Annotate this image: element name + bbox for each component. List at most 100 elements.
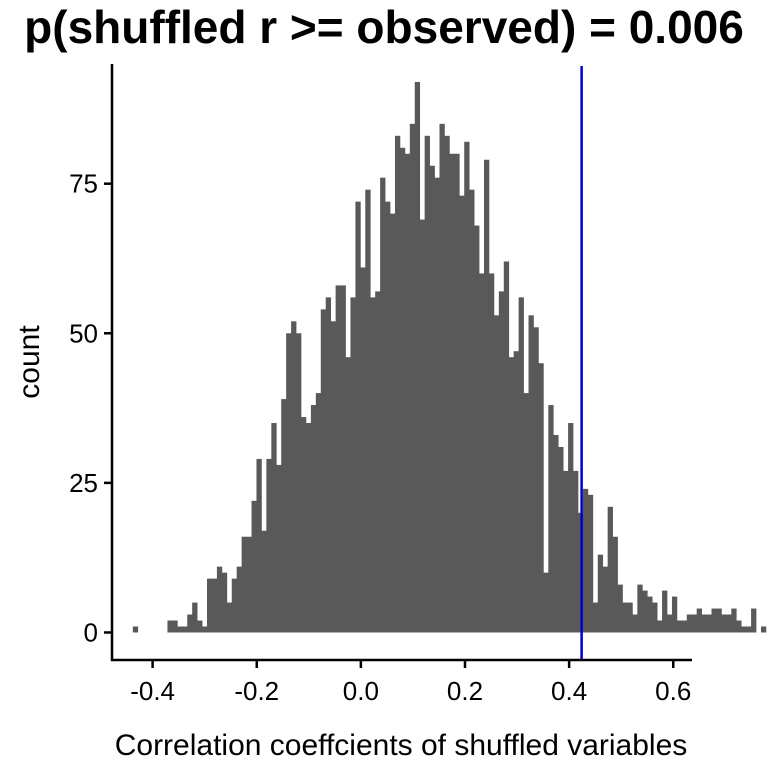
histogram-bar [627, 602, 633, 633]
histogram-bar [760, 626, 767, 633]
histogram-bar [261, 530, 267, 633]
histogram-bars [132, 81, 767, 633]
histogram-bar [721, 614, 727, 633]
histogram-bar [464, 141, 470, 633]
histogram-bar [622, 602, 628, 633]
histogram-bar [652, 602, 658, 633]
histogram-bar [399, 147, 406, 633]
histogram-bar [607, 506, 613, 633]
histogram-bar [513, 351, 519, 633]
histogram-bar [439, 123, 445, 633]
histogram-bar [345, 357, 351, 633]
histogram-bar [291, 321, 297, 633]
histogram-bar [177, 626, 183, 633]
histogram-bar [325, 297, 332, 633]
histogram-bar [404, 153, 411, 633]
y-tick-label: 75 [69, 169, 98, 199]
histogram-bar [330, 321, 336, 633]
histogram-bar [518, 297, 524, 633]
histogram-bar [671, 596, 678, 633]
histogram-bar [731, 608, 737, 633]
histogram-bar [582, 488, 589, 633]
histogram-bar [691, 614, 698, 633]
histogram-bar [711, 608, 717, 633]
histogram-bar [716, 608, 722, 633]
x-tick-label: 0.4 [551, 676, 587, 706]
histogram-bar [637, 584, 643, 633]
histogram-bar [533, 327, 539, 633]
histogram-bar [207, 578, 213, 633]
histogram-bar [226, 602, 233, 633]
histogram-bar [350, 297, 356, 633]
histogram-bar [256, 458, 262, 633]
histogram-bar [385, 201, 391, 633]
histogram-bar [365, 189, 371, 633]
histogram-bar [424, 135, 430, 633]
x-tick-label: 0.0 [343, 676, 379, 706]
histogram-bar [390, 213, 396, 633]
histogram-bar [172, 620, 178, 633]
histogram-bar [202, 626, 208, 633]
histogram-bar [459, 195, 465, 633]
histogram-bar [167, 620, 173, 633]
histogram-bar [429, 165, 435, 633]
histogram-bar [241, 536, 247, 633]
histogram-bar [493, 315, 500, 633]
y-axis-label: count [13, 325, 46, 399]
histogram-bar [246, 536, 252, 633]
histogram-bar [617, 584, 623, 633]
histogram-bar [286, 333, 292, 633]
x-tick-label: -0.2 [234, 676, 279, 706]
histogram-bar [216, 566, 223, 633]
histogram-bar [498, 291, 505, 633]
histogram-bar [751, 608, 757, 633]
histogram-bar [375, 291, 381, 633]
histogram-bar [276, 464, 282, 633]
histogram-bar [132, 626, 139, 633]
histogram-bar [503, 261, 510, 633]
x-axis-label: Correlation coeffcients of shuffled vari… [115, 729, 688, 762]
histogram-bar [300, 417, 307, 633]
histogram-bar [479, 273, 485, 633]
histogram-bar [662, 590, 668, 633]
y-tick-label: 25 [69, 468, 98, 498]
histogram-bar [686, 614, 693, 633]
histogram-bar [528, 315, 534, 633]
histogram-bar [419, 219, 425, 633]
histogram-bar [394, 135, 401, 633]
histogram-bar [741, 626, 747, 633]
histogram-bar [701, 614, 707, 633]
x-axis-ticks: -0.4 -0.2 0.0 0.2 0.4 0.6 [130, 660, 691, 706]
histogram-bar [558, 446, 564, 633]
histogram-bar [508, 357, 515, 633]
histogram-bar [563, 470, 569, 633]
histogram-bar [484, 159, 490, 633]
histogram-bar [271, 423, 277, 633]
histogram-bar [409, 123, 416, 633]
histogram-bar [696, 608, 702, 633]
histogram-bar [305, 423, 312, 633]
histogram-bar [602, 566, 609, 633]
histogram-bar [444, 135, 450, 633]
histogram-bar [454, 153, 460, 633]
x-tick-label: -0.4 [130, 676, 175, 706]
histogram-bar [642, 590, 648, 633]
histogram-bar [597, 554, 604, 633]
histogram-bar [553, 435, 559, 633]
histogram-bar [360, 267, 366, 633]
histogram-bar [474, 225, 480, 633]
histogram-bar [335, 285, 341, 633]
histogram-bar [211, 578, 218, 633]
histogram-bar [296, 333, 302, 633]
histogram-bar [320, 309, 327, 633]
histogram-bar [746, 626, 752, 633]
histogram-bar [612, 536, 618, 633]
x-tick-label: 0.6 [655, 676, 691, 706]
y-tick-label: 50 [69, 318, 98, 348]
histogram-bar [370, 297, 376, 633]
histogram-bar [676, 620, 683, 633]
histogram-bar [667, 614, 673, 633]
histogram-bar [568, 423, 574, 633]
histogram-bar [488, 273, 495, 633]
histogram-bar [310, 405, 317, 633]
